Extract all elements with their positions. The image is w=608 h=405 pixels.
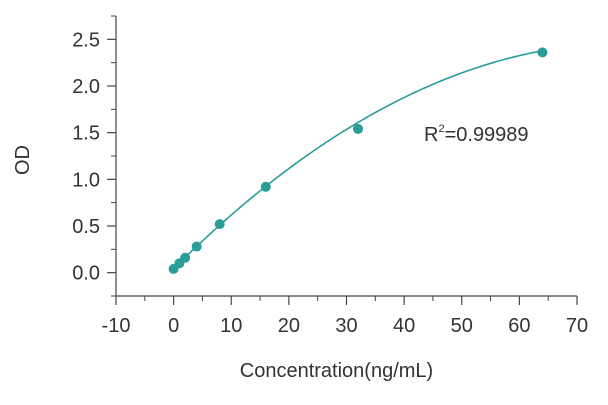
data-points [168, 47, 548, 274]
x-tick-label: 10 [220, 315, 242, 337]
x-tick-label: 50 [451, 315, 473, 337]
r-squared-superscript: 2 [438, 123, 444, 135]
y-axis-title: OD [12, 145, 34, 175]
data-point [260, 181, 271, 192]
data-point [353, 123, 364, 134]
data-point [214, 219, 225, 230]
data-point [537, 47, 548, 58]
r-squared-value: =0.99989 [445, 124, 529, 146]
x-tick-label: 40 [393, 315, 415, 337]
y-tick-label: 0.0 [72, 263, 100, 285]
x-tick-label: 30 [335, 315, 357, 337]
y-tick-label: 1.0 [72, 169, 100, 191]
data-point [191, 241, 202, 252]
y-axis-ticks: 0.0 0.5 1.0 1.5 2.0 2.5 [72, 15, 116, 297]
x-tick-label: 60 [508, 315, 530, 337]
data-point [180, 252, 191, 263]
x-axis-ticks: -10 0 10 20 30 40 50 60 70 [102, 296, 588, 337]
r-squared-annotation: R2=0.99989 [424, 123, 529, 146]
y-tick-label: 2.5 [72, 29, 100, 51]
r-squared-prefix: R [424, 124, 438, 146]
y-tick-label: 0.5 [72, 216, 100, 238]
fit-curve-line [170, 49, 543, 273]
x-axis-title: Concentration(ng/mL) [240, 360, 433, 382]
x-tick-label: 0 [168, 315, 179, 337]
x-tick-label: 70 [566, 315, 588, 337]
x-tick-label: 20 [278, 315, 300, 337]
y-tick-label: 2.0 [72, 76, 100, 98]
x-tick-label: -10 [102, 315, 131, 337]
y-tick-label: 1.5 [72, 123, 100, 145]
